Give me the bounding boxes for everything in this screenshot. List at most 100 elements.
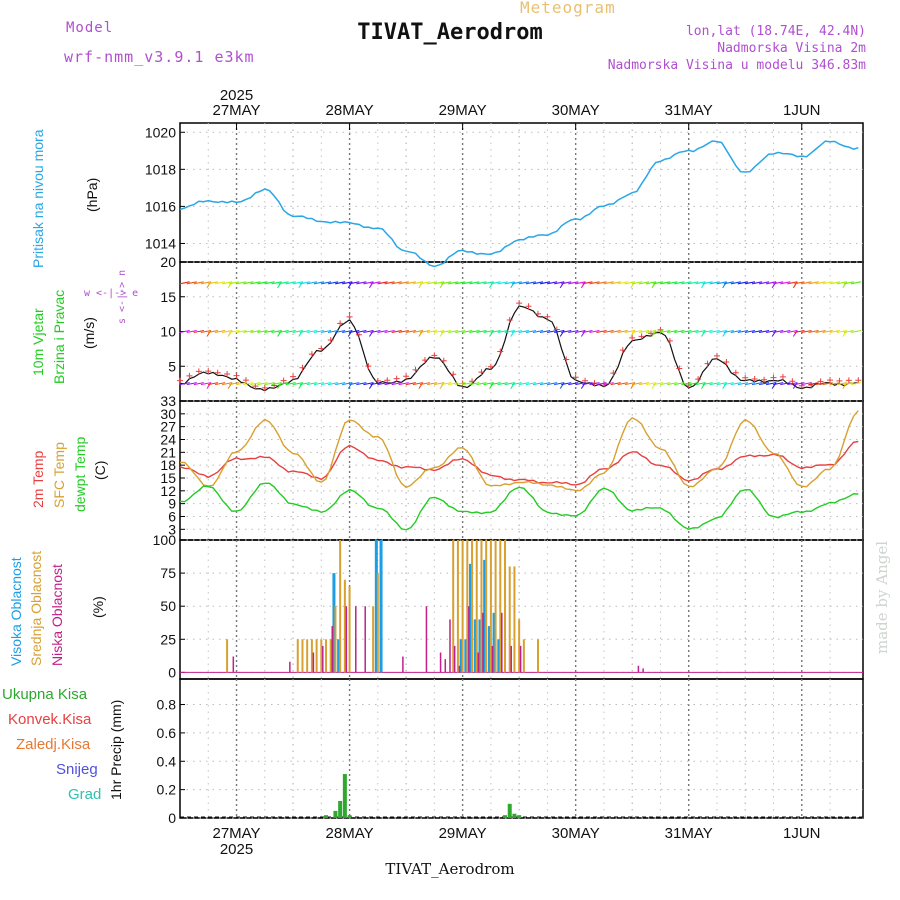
wind-barb [815,329,826,334]
top-date-label: 27MAY [212,102,260,119]
wind-gust-marker [723,359,730,366]
wind-gust-marker [261,384,268,391]
cloud-ytick-label: 0 [168,664,176,680]
wind-barb [780,329,791,334]
wind-barb [257,382,268,386]
wind-gust-marker [327,336,334,343]
wind-barb [843,329,854,334]
wind-barb [554,329,565,334]
wind-barb [525,329,537,334]
precip-legend-snow: Snijeg [56,761,98,778]
wind-gust-marker [233,372,240,379]
cloud-low-bar [501,612,503,673]
wind-barb [801,382,812,386]
wind-barb [419,329,431,334]
cloud-low-bar [232,656,235,673]
wind-barb [405,281,416,285]
wind-barb [356,382,367,386]
precip-total-bar [338,800,343,818]
wind-barb [377,329,388,334]
wind-gust-marker [742,374,749,381]
temp-2m-line [179,440,859,486]
wind-barb [236,329,247,334]
bottom-year-label: 2025 [220,841,253,858]
precip-legend-total: Ukupna Kisa [2,686,88,703]
wind-barb [313,281,325,285]
wind-barb [751,382,763,386]
wind-barb [518,329,529,334]
cloud-low-bar [402,656,404,673]
wind-barb [476,382,487,386]
wind-speed-line [179,305,859,392]
wind-ytick-label: 5 [168,358,176,374]
wind-barb [469,281,480,285]
wind-barb [547,281,558,285]
wind-barb [808,329,819,334]
cloud-high-bar [464,639,468,673]
cloud-mid-bar [489,540,492,673]
wind-barb [766,281,777,285]
cloud-high-bar [337,639,341,673]
wind-barb [363,382,374,386]
wind-gust-markers [177,300,862,391]
wind-gust-marker [346,313,353,320]
wind-barb [292,281,303,285]
wind-barb [335,382,346,386]
wind-barb [681,281,692,285]
cloud-low-bar [482,612,484,673]
wind-barb [193,382,204,386]
wind-barb [603,382,614,386]
cloud-low-bar [458,665,461,673]
wind-barb [801,281,812,285]
wind-barb [398,329,409,334]
cloud-low-bar [642,668,644,673]
cloud-mid-bar [296,639,299,673]
wind-barb [462,281,473,285]
cloud-low-bar [519,645,522,673]
temp-sfc-line [179,410,859,492]
wind-barb [539,281,551,285]
wind-ytick-label: 10 [160,324,176,340]
wind-barb [448,329,459,334]
wind-barb [787,281,798,285]
wind-barb [603,281,614,285]
cloud-high-bar [374,540,378,673]
wind-barb [229,281,240,285]
wind-barb [737,281,748,285]
wind-barb [299,329,310,334]
wind-barb [278,382,289,386]
wind-gust-marker [487,363,494,370]
wind-barb [787,382,798,386]
cloud-mid-bar [466,540,469,673]
wind-barb [221,329,233,334]
wind-barb [582,281,593,285]
precip-total-bar [503,815,508,818]
cloud-high-bar [497,639,501,673]
wind-barb [391,382,402,386]
cloud-low-bar [453,645,456,673]
cloud-low-bar [491,645,494,673]
wind-gust-marker [393,375,400,382]
meteogram-label: Meteogram [520,0,616,17]
cloud-mid-bar [452,540,455,673]
wind-gust-marker [855,377,862,384]
wind-barb [766,329,777,334]
cloud-low-bar [345,606,348,673]
wind-barb [695,281,706,285]
cloud-mid-bar [461,540,464,673]
cloud-mid-bar [499,540,502,673]
temp-ytick-label: 27 [160,419,176,435]
cloud-mid-bar [456,540,459,673]
cloud-low-bar [439,652,442,673]
wind-barb [547,382,558,386]
wind-barb [836,329,847,334]
wind-barb [723,382,734,386]
wind-barb [292,329,303,334]
wind-barb [278,329,289,334]
temp-ytick-label: 33 [160,393,176,409]
wind-barb [221,281,233,285]
wind-barb [652,329,664,334]
wind-barb [412,329,423,334]
wind-barb [497,382,508,386]
